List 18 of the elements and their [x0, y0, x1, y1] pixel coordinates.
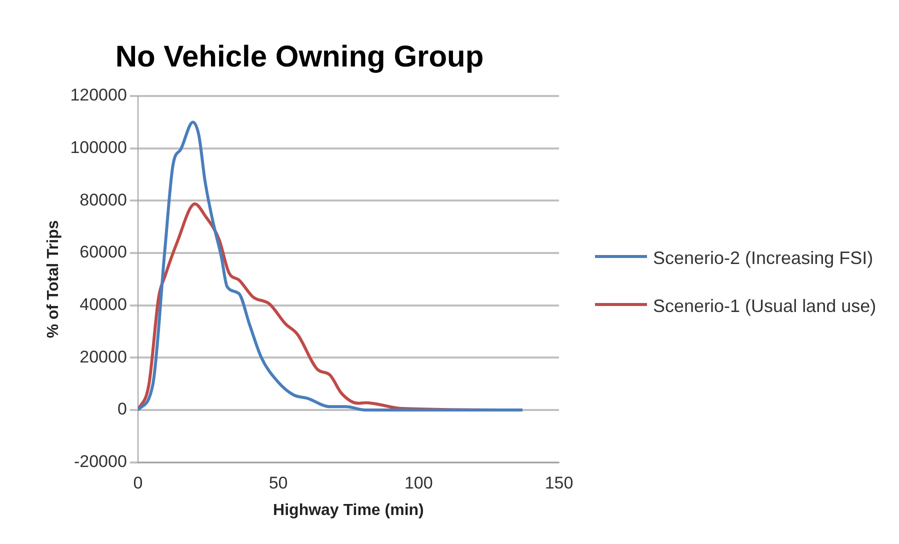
x-tick-label: 100 [404, 473, 433, 492]
y-tick-label: 120000 [70, 86, 127, 105]
x-tick-label: 0 [133, 473, 143, 492]
y-tick-label: 0 [117, 400, 127, 419]
legend-label: Scenerio-1 (Usual land use) [653, 295, 878, 318]
y-tick-label: 80000 [80, 190, 127, 210]
y-tick-label: 20000 [80, 347, 127, 366]
y-tick-label: 100000 [70, 138, 127, 158]
line-series [138, 120, 524, 412]
chart-title: No Vehicle Owning Group [115, 40, 484, 74]
y-axis-title: % of Total Trips [45, 220, 62, 338]
y-tick-label: -20000 [74, 452, 127, 472]
legend-label: Scenerio-2 (Increasing FSI) [653, 247, 874, 270]
x-tick-label: 150 [544, 473, 574, 492]
x-tick-label: 50 [268, 473, 288, 492]
y-tick-label: 40000 [80, 295, 127, 314]
y-tick-label: 60000 [80, 242, 127, 262]
x-axis-title: Highway Time (min) [273, 502, 424, 519]
